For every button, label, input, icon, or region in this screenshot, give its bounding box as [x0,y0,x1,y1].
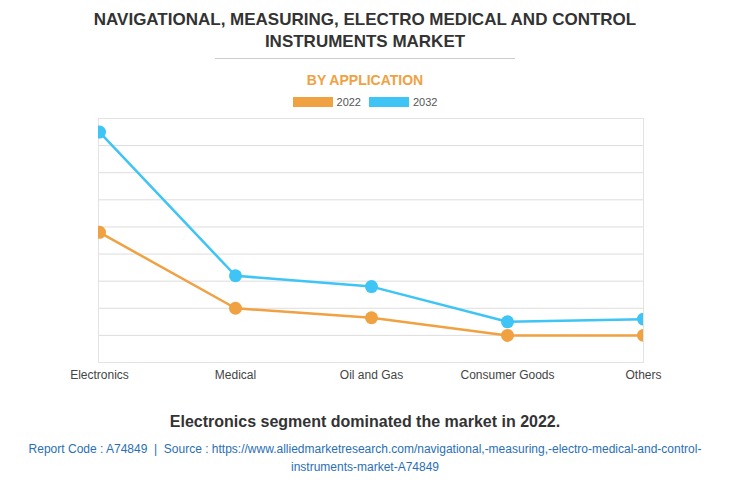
html-text:Report Code : A74849 | Source: Report Code : A74849 | Source : https://… [28,442,702,474]
svg-text:Electronics: Electronics [70,368,129,382]
html-text:BY APPLICATION: BY APPLICATION [306,72,424,88]
svg-text:Oil and Gas: Oil and Gas [340,368,403,382]
svg-text:Others: Others [625,368,661,382]
html-text:2032: 2032 [413,96,438,108]
svg-text:Consumer Goods: Consumer Goods [460,368,554,382]
html-text:NAVIGATIONAL, MEASURING, ELECT: NAVIGATIONAL, MEASURING, ELECTRO MEDICAL… [93,10,637,51]
svg-text:Medical: Medical [215,368,256,382]
html-text:Electronics segment dominated: Electronics segment dominated the market… [169,413,561,430]
html-text:2022: 2022 [336,96,361,108]
